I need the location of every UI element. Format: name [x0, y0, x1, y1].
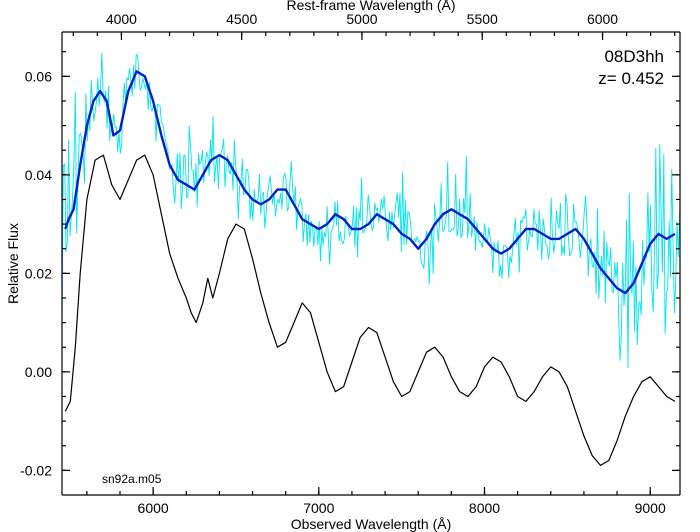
svg-text:8000: 8000	[469, 500, 500, 516]
object-id-text: 08D3hh	[604, 47, 664, 66]
svg-text:7000: 7000	[303, 500, 334, 516]
svg-text:9000: 9000	[635, 500, 666, 516]
svg-text:4000: 4000	[106, 11, 137, 27]
svg-text:4500: 4500	[226, 11, 257, 27]
svg-text:0.00: 0.00	[25, 364, 52, 380]
svg-text:0.06: 0.06	[25, 68, 52, 84]
svg-text:0.02: 0.02	[25, 265, 52, 281]
comparison-label: sn92a.m05	[102, 472, 162, 486]
svg-text:0.04: 0.04	[25, 167, 52, 183]
x-axis-bottom-label: Observed Wavelength (Å)	[291, 516, 452, 532]
x-axis-top-label: Rest-frame Wavelength (Å)	[286, 0, 455, 13]
svg-text:5000: 5000	[346, 11, 377, 27]
plot-area: 6000 7000 8000 9000 4000 4500 5000 5500 6000 -0.0…	[0, 0, 700, 532]
svg-text:6000: 6000	[587, 11, 618, 27]
svg-text:6000: 6000	[138, 500, 169, 516]
redshift-text: z= 0.452	[598, 69, 664, 88]
svg-text:5500: 5500	[467, 11, 498, 27]
svg-text:-0.02: -0.02	[20, 462, 52, 478]
y-axis-label: Relative Flux	[5, 223, 21, 304]
